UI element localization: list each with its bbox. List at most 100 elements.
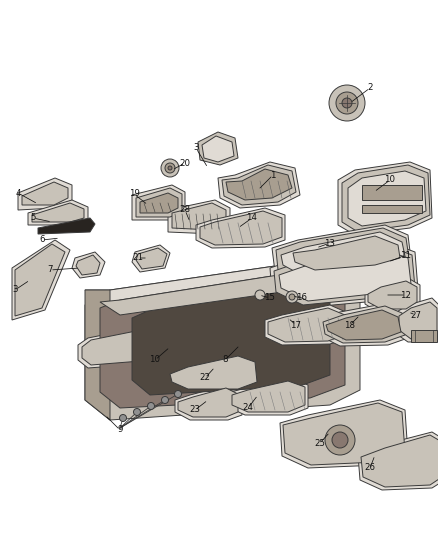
Polygon shape: [228, 378, 308, 415]
Polygon shape: [326, 310, 401, 340]
Polygon shape: [172, 203, 226, 230]
Polygon shape: [293, 236, 400, 270]
Polygon shape: [411, 330, 437, 342]
Circle shape: [286, 291, 298, 303]
Circle shape: [325, 425, 355, 455]
Text: 2: 2: [367, 84, 373, 93]
Polygon shape: [132, 282, 330, 395]
Circle shape: [332, 432, 348, 448]
Polygon shape: [100, 270, 345, 315]
Polygon shape: [265, 305, 348, 345]
Polygon shape: [338, 162, 432, 235]
Polygon shape: [280, 400, 408, 468]
Text: 25: 25: [314, 439, 325, 448]
Polygon shape: [28, 200, 88, 225]
Circle shape: [174, 391, 181, 398]
Polygon shape: [18, 178, 72, 210]
Circle shape: [134, 408, 141, 416]
Text: 18: 18: [345, 320, 356, 329]
Text: 9: 9: [117, 425, 123, 434]
Text: 10: 10: [149, 356, 160, 365]
Polygon shape: [132, 185, 185, 220]
Polygon shape: [320, 303, 408, 346]
Polygon shape: [342, 165, 430, 232]
Text: 14: 14: [247, 214, 258, 222]
Polygon shape: [281, 232, 406, 277]
Polygon shape: [85, 290, 110, 420]
Circle shape: [162, 397, 169, 403]
Text: 22: 22: [199, 374, 211, 383]
Text: 10: 10: [385, 175, 396, 184]
Polygon shape: [200, 211, 282, 245]
Polygon shape: [283, 403, 405, 465]
Polygon shape: [226, 169, 292, 200]
Bar: [362, 205, 422, 213]
Text: 19: 19: [129, 190, 139, 198]
Polygon shape: [368, 281, 417, 309]
Polygon shape: [323, 306, 405, 343]
Polygon shape: [32, 203, 84, 222]
Polygon shape: [78, 322, 178, 368]
Polygon shape: [85, 258, 360, 420]
Text: 24: 24: [243, 403, 254, 413]
Polygon shape: [175, 385, 242, 420]
Polygon shape: [136, 248, 167, 269]
Polygon shape: [272, 225, 412, 285]
Text: 11: 11: [400, 251, 411, 260]
Circle shape: [161, 159, 179, 177]
Text: 6: 6: [39, 236, 45, 245]
Text: 7: 7: [47, 265, 53, 274]
Circle shape: [165, 163, 175, 173]
Polygon shape: [270, 242, 418, 308]
Polygon shape: [85, 258, 360, 305]
Polygon shape: [222, 165, 296, 205]
Circle shape: [289, 294, 295, 300]
Polygon shape: [82, 325, 175, 365]
Polygon shape: [395, 298, 438, 342]
Polygon shape: [196, 208, 285, 248]
Polygon shape: [178, 388, 238, 417]
Polygon shape: [268, 308, 345, 342]
Text: 3: 3: [193, 143, 199, 152]
Polygon shape: [136, 188, 182, 217]
Polygon shape: [274, 245, 415, 305]
Text: 8: 8: [222, 356, 228, 365]
Text: 27: 27: [410, 311, 421, 319]
Text: 21: 21: [133, 254, 144, 262]
Circle shape: [342, 98, 352, 108]
Text: 4: 4: [15, 189, 21, 198]
Polygon shape: [132, 245, 170, 272]
Polygon shape: [140, 193, 178, 213]
Polygon shape: [76, 255, 100, 275]
Circle shape: [329, 85, 365, 121]
Text: 3: 3: [12, 286, 18, 295]
Polygon shape: [168, 200, 230, 234]
Polygon shape: [399, 302, 437, 339]
Polygon shape: [170, 356, 257, 389]
Polygon shape: [166, 353, 260, 392]
Polygon shape: [279, 249, 411, 301]
Polygon shape: [100, 270, 345, 408]
Circle shape: [336, 92, 358, 114]
Polygon shape: [348, 171, 426, 226]
Polygon shape: [358, 432, 438, 490]
Polygon shape: [38, 218, 95, 234]
Circle shape: [120, 415, 127, 422]
Polygon shape: [198, 132, 238, 165]
Text: 1: 1: [270, 171, 276, 180]
Text: 13: 13: [325, 238, 336, 247]
Circle shape: [255, 290, 265, 300]
Polygon shape: [12, 240, 70, 320]
Polygon shape: [232, 381, 305, 412]
Polygon shape: [15, 244, 65, 316]
Text: 23: 23: [190, 406, 201, 415]
Polygon shape: [72, 252, 105, 278]
Polygon shape: [202, 136, 234, 162]
Polygon shape: [365, 278, 420, 312]
Text: 16: 16: [297, 294, 307, 303]
Circle shape: [168, 166, 172, 170]
Text: 28: 28: [180, 206, 191, 214]
Text: 26: 26: [364, 464, 375, 472]
Text: 15: 15: [265, 294, 276, 303]
Polygon shape: [361, 435, 438, 487]
